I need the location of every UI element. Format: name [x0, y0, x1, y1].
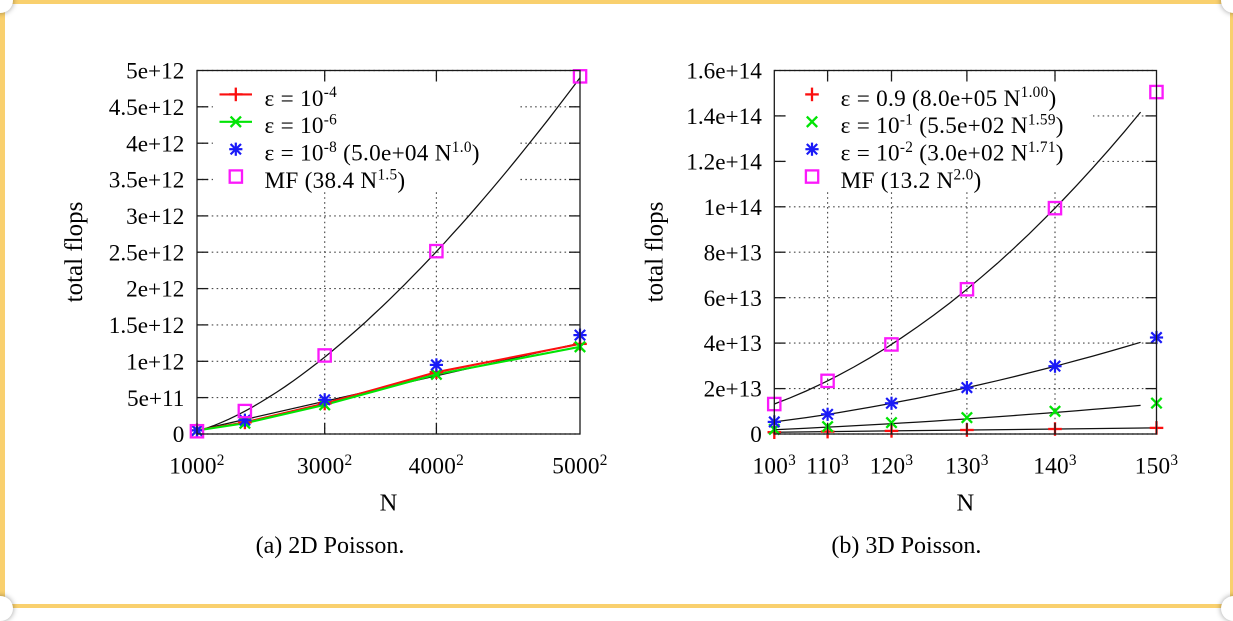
- svg-text:total flops: total flops: [642, 202, 669, 303]
- svg-text:1203​: 1203​: [870, 452, 914, 480]
- svg-text:1.4e+14: 1.4e+14: [686, 104, 762, 130]
- svg-text:1.6e+14: 1.6e+14: [686, 59, 762, 85]
- svg-text:8e+13: 8e+13: [704, 240, 762, 266]
- svg-text:ε = 0.9 (8.0e+05 N1.00​): ε = 0.9 (8.0e+05 N1.00​): [841, 84, 1057, 112]
- svg-text:1303​: 1303​: [945, 452, 989, 480]
- svg-text:4e+12: 4e+12: [126, 131, 184, 157]
- svg-text:(b) 3D Poisson.: (b) 3D Poisson.: [831, 533, 981, 559]
- svg-text:1e+12: 1e+12: [126, 349, 184, 375]
- svg-text:2.5e+12: 2.5e+12: [109, 240, 185, 266]
- svg-text:50002​: 50002​: [552, 452, 607, 480]
- svg-text:MF (38.4 N1.5​): MF (38.4 N1.5​): [265, 166, 406, 194]
- svg-text:4.5e+12: 4.5e+12: [109, 95, 185, 121]
- svg-text:ε = 10-2​ (3.0e+02 N1.71​): ε = 10-2​ (3.0e+02 N1.71​): [841, 139, 1064, 167]
- svg-text:3e+12: 3e+12: [126, 204, 184, 230]
- svg-text:6e+13: 6e+13: [704, 286, 762, 312]
- svg-text:0: 0: [173, 422, 185, 448]
- svg-text:1.5e+12: 1.5e+12: [109, 313, 185, 339]
- svg-text:5e+12: 5e+12: [126, 59, 184, 85]
- svg-text:ε = 10-6​: ε = 10-6​: [265, 112, 338, 140]
- svg-text:total flops: total flops: [61, 202, 88, 303]
- svg-text:5e+11: 5e+11: [127, 386, 184, 412]
- svg-text:10002​: 10002​: [169, 452, 224, 480]
- svg-text:3.5e+12: 3.5e+12: [109, 168, 185, 194]
- svg-text:30002​: 30002​: [297, 452, 352, 480]
- svg-text:1103​: 1103​: [806, 452, 849, 480]
- svg-text:(a) 2D Poisson.: (a) 2D Poisson.: [256, 533, 405, 559]
- svg-text:1e+14: 1e+14: [704, 195, 763, 221]
- svg-text:MF (13.2 N2.0​): MF (13.2 N2.0​): [841, 166, 982, 194]
- svg-text:N: N: [380, 490, 398, 517]
- svg-text:ε = 10-1​ (5.5e+02 N1.59​): ε = 10-1​ (5.5e+02 N1.59​): [841, 112, 1064, 140]
- svg-text:40002​: 40002​: [409, 452, 464, 480]
- svg-text:4e+13: 4e+13: [704, 331, 762, 357]
- svg-text:2e+12: 2e+12: [126, 277, 184, 303]
- svg-text:1003​: 1003​: [753, 452, 797, 480]
- svg-text:1403​: 1403​: [1033, 452, 1077, 480]
- svg-text:2e+13: 2e+13: [704, 377, 762, 403]
- svg-text:ε = 10-4​: ε = 10-4​: [265, 84, 338, 112]
- svg-text:1503​: 1503​: [1135, 452, 1179, 480]
- svg-text:ε = 10-8​ (5.0e+04 N1.0​): ε = 10-8​ (5.0e+04 N1.0​): [265, 139, 480, 167]
- svg-text:N: N: [957, 490, 975, 517]
- svg-text:1.2e+14: 1.2e+14: [686, 150, 762, 176]
- svg-text:0: 0: [750, 422, 762, 448]
